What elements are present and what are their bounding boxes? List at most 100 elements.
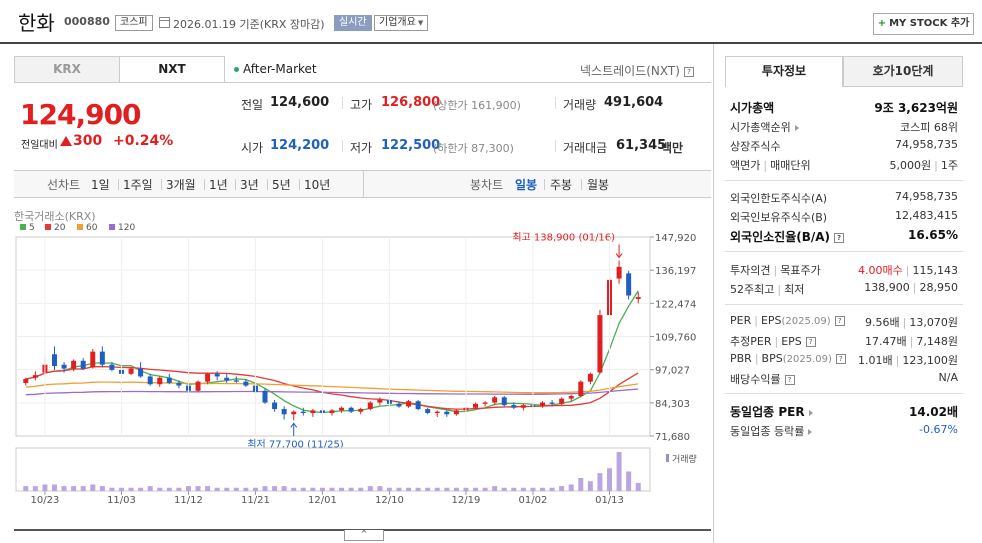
change-label: 전일대비 <box>21 140 58 151</box>
volume-bar <box>578 478 584 491</box>
candle-body <box>233 380 239 382</box>
volume-bar <box>80 486 86 491</box>
cap-rank-label-text: 시가총액순위 <box>730 121 791 134</box>
candle-body <box>80 360 86 369</box>
candle-body <box>597 315 603 373</box>
volume-bar <box>138 487 144 491</box>
collapse-button[interactable]: ^ <box>344 530 384 541</box>
foreign-ratio-value: 16.65% <box>908 228 958 242</box>
volume-bar <box>520 487 526 491</box>
volume-bar <box>99 486 105 491</box>
corp-info-dropdown[interactable]: 기업개요 ▼ <box>374 15 429 31</box>
candle-body <box>262 390 268 403</box>
chart-source: 한국거래소(KRX) <box>14 210 96 223</box>
tab-krx[interactable]: KRX <box>14 56 120 83</box>
foreign-limit-row: 외국인한도주식수(A) 74,958,735 <box>730 190 958 206</box>
tab-invest-info[interactable]: 투자정보 <box>725 56 843 87</box>
cap-rank-row[interactable]: 시가총액순위 코스피 68위 <box>730 119 958 135</box>
help-icon[interactable]: ? <box>835 354 846 364</box>
help-icon[interactable]: ? <box>784 375 795 385</box>
help-icon[interactable]: ? <box>683 66 694 77</box>
line-period-1[interactable]: 1주일 <box>123 178 153 192</box>
candle-body <box>348 407 354 412</box>
legend-label-2: 60 <box>86 223 98 233</box>
line-period-5[interactable]: 5년 <box>272 178 291 192</box>
per-row: PER | EPS(2025.09)? 9.56배 | 13,070원 <box>730 314 958 330</box>
y-tick-label: 71,680 <box>655 432 690 443</box>
ma-line-20 <box>25 365 639 410</box>
week52-low-label: 최저 <box>784 283 805 296</box>
volume-bar <box>473 487 479 491</box>
industry-per-value: 14.02배 <box>909 405 958 419</box>
shares-value: 74,958,735 <box>895 138 958 151</box>
period-separator <box>267 179 268 190</box>
opinion-value-text: 4.00매수 <box>858 264 903 277</box>
x-tick-label: 11/03 <box>107 495 136 506</box>
foreign-ratio-label: 외국인소진율(B/A)? <box>730 228 845 245</box>
candle-period-0[interactable]: 일봉 <box>515 178 538 192</box>
period-separator <box>581 179 582 190</box>
industry-per-row[interactable]: 동일업종 PER 14.02배 <box>730 403 958 419</box>
tab-nxt[interactable]: NXT <box>119 56 225 83</box>
candle-period-2[interactable]: 월봉 <box>587 178 610 192</box>
panel-divider <box>725 180 963 181</box>
volume-bar <box>549 487 555 491</box>
y-tick-label: 84,303 <box>655 399 690 410</box>
week52-high-value: 138,900 <box>864 281 910 294</box>
volume-bar <box>607 468 613 491</box>
pbr-date: (2025.09) <box>782 354 832 365</box>
volume-bar <box>463 487 469 491</box>
industry-rate-row[interactable]: 동일업종 등락률 -0.67% <box>730 423 958 439</box>
candle-body <box>358 409 364 412</box>
candle-body <box>224 377 230 381</box>
volume-bar <box>319 487 325 491</box>
face-label: 액면가 <box>730 159 761 172</box>
line-period-0[interactable]: 1일 <box>91 178 110 192</box>
candle-body <box>109 364 115 370</box>
nxt-link[interactable]: 넥스트레이드(NXT)? <box>580 62 694 79</box>
volume-bar <box>587 481 593 491</box>
volume-bar <box>568 484 574 491</box>
candle-period-1[interactable]: 주봉 <box>550 178 573 192</box>
help-icon[interactable]: ? <box>834 316 845 326</box>
candle-body <box>635 297 641 299</box>
line-period-3[interactable]: 1년 <box>209 178 228 192</box>
volume-bar <box>262 486 268 491</box>
volume-bar <box>224 487 230 491</box>
candle-body <box>300 411 306 413</box>
candle-body <box>444 411 450 415</box>
volume-bar <box>377 486 383 491</box>
x-tick-label: 12/10 <box>375 495 404 506</box>
candle-body <box>482 402 488 404</box>
up-arrow-icon <box>60 136 72 146</box>
period-separator <box>544 179 545 190</box>
volume-bar <box>214 487 220 491</box>
tab-orderbook[interactable]: 호가10단계 <box>843 56 963 87</box>
price-chart[interactable]: 한국거래소(KRX)5 20 60 120 147,920 136,197 122,474 1… <box>0 200 712 530</box>
line-period-4[interactable]: 3년 <box>240 178 259 192</box>
line-period-6[interactable]: 10년 <box>304 178 331 192</box>
my-stock-add-button[interactable]: + MY STOCK 추가 <box>873 13 974 35</box>
volume-bar <box>281 486 287 491</box>
market-cap-label: 시가총액 <box>730 101 775 115</box>
high-arrowhead-icon <box>615 253 623 259</box>
market-cap-value: 9조 3,623억원 <box>874 101 958 115</box>
high-value: 126,800 <box>381 95 441 110</box>
volume-bar <box>128 487 134 491</box>
help-icon[interactable]: ? <box>805 337 816 347</box>
period-divider <box>363 171 364 197</box>
volume-bar <box>329 487 335 491</box>
candle-body <box>339 407 345 411</box>
industry-per-label-text: 동일업종 PER <box>730 405 805 419</box>
plus-icon: + <box>877 18 887 29</box>
volume-bar <box>147 486 153 491</box>
per-value: 9.56배 | 13,070원 <box>865 316 958 329</box>
candle-body <box>157 377 163 385</box>
per-date: (2025.09) <box>781 316 831 327</box>
realtime-button[interactable]: 실시간 <box>334 15 372 31</box>
line-period-2[interactable]: 3개월 <box>166 178 196 192</box>
help-icon[interactable]: ? <box>834 232 845 243</box>
volume-bar <box>272 486 278 491</box>
candle-body <box>138 368 144 377</box>
volume-label: 거래량 <box>563 98 597 112</box>
